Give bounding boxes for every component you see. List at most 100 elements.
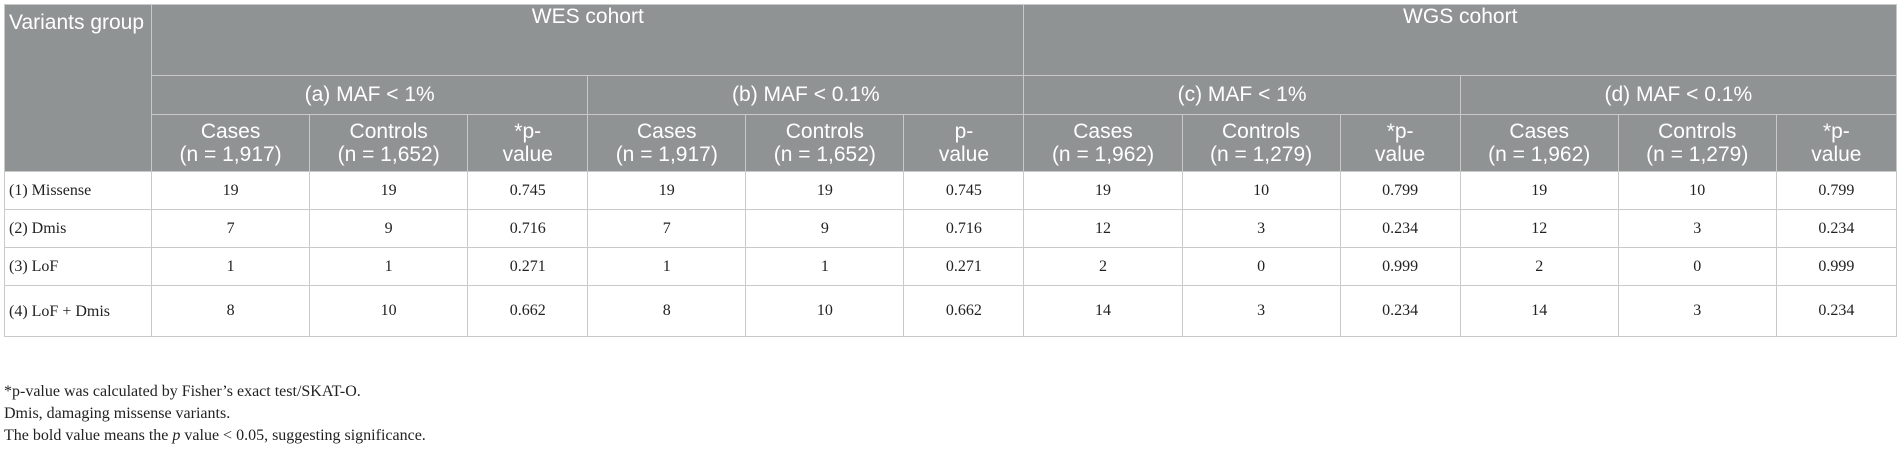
table-cell: 3 (1181, 209, 1341, 248)
footnote-bold-meaning: The bold value means the p value < 0.05,… (4, 425, 426, 447)
column-header: Controls (n = 1,279) (1181, 114, 1341, 172)
table-cell: 1 (587, 247, 747, 286)
column-header: Controls (n = 1,652) (745, 114, 905, 172)
column-header: p-value (903, 114, 1025, 172)
table-cell: 12 (1459, 209, 1619, 248)
table-cell: 14 (1023, 285, 1183, 337)
table-cell: 0.716 (903, 209, 1025, 248)
table-cell: 7 (587, 209, 747, 248)
table-cell: 1 (745, 247, 905, 286)
column-header-line1: Cases (1509, 120, 1569, 143)
column-header-line1: *p- (514, 120, 542, 143)
column-header: *p-value (1339, 114, 1461, 172)
column-header-line2: (n = 1,652) (773, 143, 876, 166)
column-header-line2: (n = 1,962) (1051, 143, 1155, 166)
table-cell: 12 (1023, 209, 1183, 248)
column-header-line2: (n = 1,917) (179, 143, 282, 166)
header-wes-cohort: WES cohort (151, 4, 1025, 76)
column-header: *p-value (1775, 114, 1898, 172)
footnote-bold-text-b: value < 0.05, suggesting significance. (180, 427, 426, 444)
table-cell: 0.271 (903, 247, 1025, 286)
column-header-row: Cases (n = 1,917) Controls (n = 1,652) *p-va… (5, 114, 1898, 172)
table-cell: 19 (1023, 171, 1183, 210)
table-cell: 0.716 (467, 209, 589, 248)
table-cell: 1 (309, 247, 469, 286)
table-cell: 0 (1617, 247, 1777, 286)
table-cell: 0.999 (1339, 247, 1461, 286)
table-footnotes: *p-value was calculated by Fisher’s exac… (4, 381, 426, 447)
table-cell: 0.234 (1775, 209, 1898, 248)
table-cell: 0.234 (1339, 285, 1461, 337)
table-cell: 8 (587, 285, 747, 337)
header-variants-group: Variants group (3, 4, 153, 172)
column-header: *p-value (467, 114, 589, 172)
column-header-line1: Controls (349, 120, 428, 143)
column-header-line1: *p- (1386, 120, 1414, 143)
table-cell: 1 (151, 247, 311, 286)
header-wgs-cohort: WGS cohort (1023, 4, 1897, 76)
table-cell: 10 (745, 285, 905, 337)
row-label: (4) LoF + Dmis (3, 285, 153, 337)
column-header-line1: Controls (1221, 120, 1301, 143)
header-subgroup-b: (b) MAF < 0.1% (587, 75, 1025, 115)
table-cell: 0.662 (903, 285, 1025, 337)
table-cell: 2 (1023, 247, 1183, 286)
footnote-p-symbol: p (172, 427, 181, 444)
table-cell: 2 (1459, 247, 1619, 286)
column-header-line1: *p- (1822, 120, 1850, 143)
footnote-bold-text-a: The bold value means the (4, 427, 173, 444)
column-header: Cases (n = 1,962) (1023, 114, 1183, 172)
table-cell: 19 (309, 171, 469, 210)
column-header: Cases (n = 1,917) (587, 114, 747, 172)
column-header-line1: p- (954, 120, 974, 143)
table-cell: 0.799 (1775, 171, 1898, 210)
column-header-line2: (n = 1,962) (1488, 143, 1591, 166)
table-cell: 3 (1617, 209, 1777, 248)
table-cell: 0.234 (1339, 209, 1461, 248)
column-header-line2: value (502, 143, 553, 166)
table-cell: 0.234 (1775, 285, 1898, 337)
table-body: (1) Missense 19 19 0.745 19 19 0.745 19 10 0.799 1… (3, 171, 1898, 337)
table-row: (2) Dmis 7 9 0.716 7 9 0.716 12 3 0.234 12 3 0.234 (3, 209, 1898, 248)
table-cell: 0.999 (1775, 247, 1898, 286)
table-cell: 0.271 (467, 247, 589, 286)
column-header-line2: (n = 1,279) (1210, 143, 1313, 166)
row-label: (1) Missense (3, 171, 153, 210)
table-cell: 0.662 (467, 285, 589, 337)
column-header-line1: Controls (785, 120, 864, 143)
table-cell: 10 (309, 285, 469, 337)
row-label: (2) Dmis (3, 209, 153, 248)
table-cell: 14 (1459, 285, 1619, 337)
column-header: Controls (n = 1,652) (309, 114, 469, 172)
column-header-line2: (n = 1,917) (615, 143, 718, 166)
table-row: (1) Missense 19 19 0.745 19 19 0.745 19 10 0.799 1… (3, 171, 1898, 210)
column-header-line1: Controls (1658, 120, 1737, 143)
column-header-line2: value (938, 143, 990, 166)
results-table: Variants group WES cohort WGS cohort (a)… (3, 4, 1898, 337)
table-cell: 9 (745, 209, 905, 248)
table-cell: 3 (1181, 285, 1341, 337)
table-cell: 9 (309, 209, 469, 248)
table-cell: 10 (1617, 171, 1777, 210)
table-cell: 3 (1617, 285, 1777, 337)
column-header-line2: value (1811, 143, 1862, 166)
table-row: (3) LoF 1 1 0.271 1 1 0.271 2 0 0.999 2 0 0.999 (3, 247, 1898, 286)
row-label: (3) LoF (3, 247, 153, 286)
footnote-pvalue-method: *p-value was calculated by Fisher’s exac… (4, 383, 361, 400)
column-header-line1: Cases (1073, 120, 1133, 143)
footnote-dmis-definition: Dmis, damaging missense variants. (4, 405, 231, 422)
column-header: Controls (n = 1,279) (1617, 114, 1777, 172)
column-header: Cases (n = 1,962) (1459, 114, 1619, 172)
table-cell: 19 (745, 171, 905, 210)
header-subgroup-d: (d) MAF < 0.1% (1459, 75, 1898, 115)
table-row: (4) LoF + Dmis 8 10 0.662 8 10 0.662 14 3 0.234 14… (3, 285, 1898, 337)
column-header-line1: Cases (200, 120, 261, 143)
table-cell: 0 (1181, 247, 1341, 286)
table-cell: 0.745 (903, 171, 1025, 210)
table-cell: 19 (1459, 171, 1619, 210)
table-cell: 19 (587, 171, 747, 210)
table-cell: 19 (151, 171, 311, 210)
column-header-line1: Cases (637, 120, 697, 143)
table-cell: 0.745 (467, 171, 589, 210)
table-cell: 8 (151, 285, 311, 337)
